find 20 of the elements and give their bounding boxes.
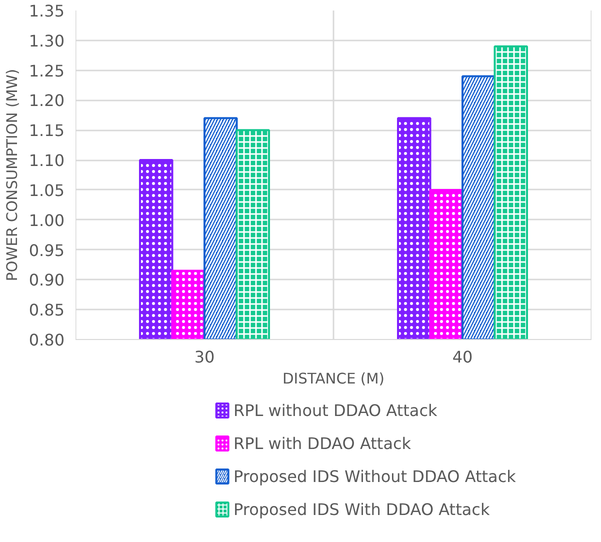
y-tick-label: 1.05 bbox=[28, 180, 64, 200]
y-tick-label: 1.15 bbox=[28, 121, 64, 140]
legend-label: Proposed IDS Without DDAO Attack bbox=[233, 467, 517, 486]
y-tick-label: 1.20 bbox=[28, 91, 64, 110]
y-tick-label: 1.10 bbox=[28, 151, 64, 170]
legend-label: Proposed IDS With DDAO Attack bbox=[233, 500, 490, 519]
x-tick-label: 40 bbox=[452, 348, 473, 366]
legend-label: RPL with DDAO Attack bbox=[233, 434, 412, 453]
x-tick-label: 30 bbox=[194, 348, 215, 366]
y-tick-label: 0.85 bbox=[28, 300, 64, 320]
y-axis-title: POWER CONSUMPTION (MW) bbox=[4, 68, 21, 282]
y-tick-label: 0.80 bbox=[28, 330, 64, 350]
y-tick-label: 1.35 bbox=[28, 2, 64, 20]
x-axis-title: DISTANCE (M) bbox=[282, 370, 384, 388]
y-tick-label: 0.90 bbox=[28, 270, 64, 290]
y-tick-label: 1.25 bbox=[28, 61, 64, 80]
y-tick-label: 1.00 bbox=[28, 210, 64, 230]
y-tick-label: 0.95 bbox=[28, 240, 64, 260]
legend-label: RPL without DDAO Attack bbox=[233, 401, 438, 420]
y-tick-label: 1.30 bbox=[28, 31, 64, 50]
